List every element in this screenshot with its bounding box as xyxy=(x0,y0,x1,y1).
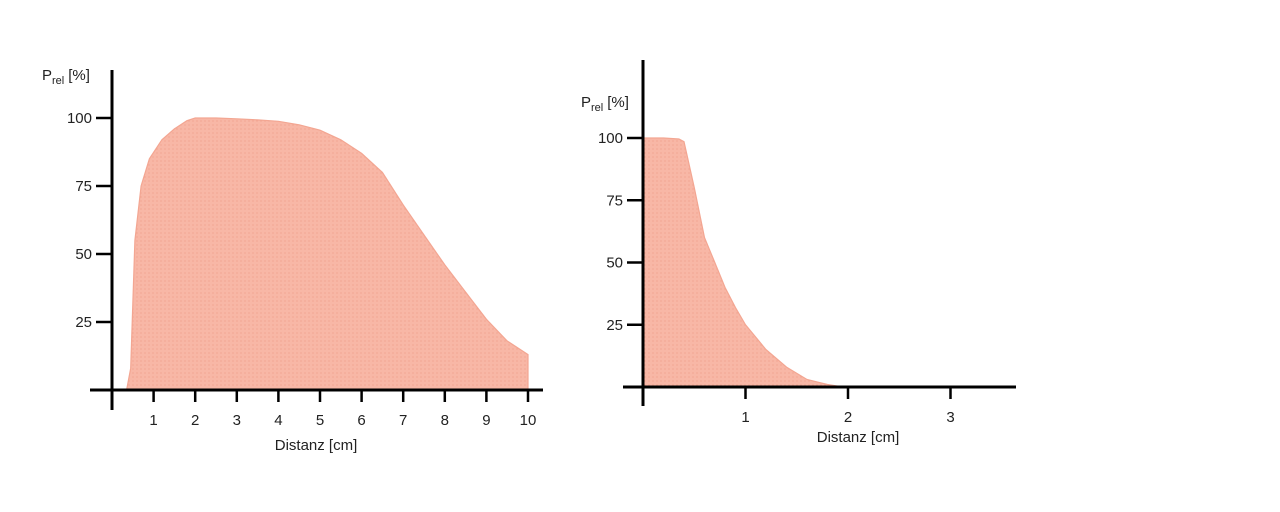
ticks-left: 1 2 3 4 5 6 7 8 9 10 25 50 75 100 xyxy=(67,110,536,429)
y-tick-label: 75 xyxy=(606,192,623,209)
y-tick-label: 50 xyxy=(75,246,92,263)
x-tick-label: 7 xyxy=(399,412,407,429)
x-tick-label: 2 xyxy=(844,409,852,426)
x-tick-label: 6 xyxy=(357,412,365,429)
x-tick-label: 3 xyxy=(946,409,954,426)
y-tick-label: 25 xyxy=(606,317,623,334)
y-tick-label: 100 xyxy=(598,130,623,147)
x-tick-label: 1 xyxy=(149,412,157,429)
y-tick-label: 25 xyxy=(75,314,92,331)
x-tick-label: 8 xyxy=(441,412,449,429)
x-tick-label: 2 xyxy=(191,412,199,429)
x-tick-label: 3 xyxy=(233,412,241,429)
chart-right: 1 2 3 25 50 75 100 Prel [%] Distanz [cm] xyxy=(581,60,1016,446)
x-tick-label: 5 xyxy=(316,412,324,429)
y-axis-label-right: Prel [%] xyxy=(581,94,629,114)
x-tick-label: 9 xyxy=(482,412,490,429)
x-tick-label: 4 xyxy=(274,412,282,429)
y-tick-label: 50 xyxy=(606,255,623,272)
y-tick-label: 75 xyxy=(75,178,92,195)
ticks-right: 1 2 3 25 50 75 100 xyxy=(598,130,955,426)
y-axis-label-left: Prel [%] xyxy=(42,67,90,87)
y-tick-label: 100 xyxy=(67,110,92,127)
x-tick-label: 10 xyxy=(520,412,537,429)
x-axis-label-left: Distanz [cm] xyxy=(275,437,358,454)
x-axis-label-right: Distanz [cm] xyxy=(817,429,900,446)
area-series-right xyxy=(642,137,843,388)
area-series-left xyxy=(125,117,529,391)
x-tick-label: 1 xyxy=(741,409,749,426)
chart-left: 1 2 3 4 5 6 7 8 9 10 25 50 75 100 Prel [%] Distanz [cm… xyxy=(42,67,543,454)
